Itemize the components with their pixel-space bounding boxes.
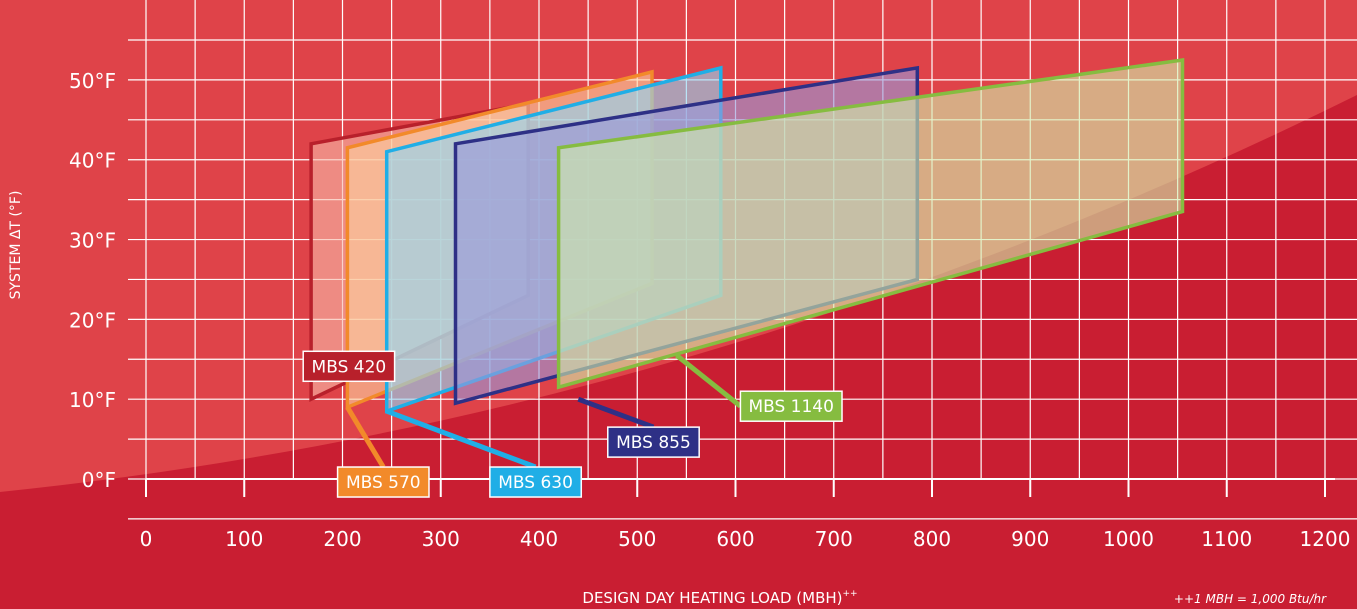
x-tick-label: 900 xyxy=(1011,527,1049,551)
x-tick-label: 700 xyxy=(815,527,853,551)
series-label-mbs-1140: MBS 1140 xyxy=(674,353,843,422)
series-label-mbs-855: MBS 855 xyxy=(577,396,700,458)
x-tick-label: 0 xyxy=(140,527,153,551)
x-tick-label: 400 xyxy=(520,527,558,551)
x-axis-label-text: DESIGN DAY HEATING LOAD (MBH) xyxy=(582,589,842,607)
x-tick-label: 800 xyxy=(913,527,951,551)
x-tick-label: 1100 xyxy=(1201,527,1252,551)
label-box xyxy=(302,350,396,383)
y-tick-label: 40°F xyxy=(69,149,116,173)
label-text: MBS 855 xyxy=(616,433,691,453)
label-leader-line xyxy=(674,353,742,409)
x-axis-label: DESIGN DAY HEATING LOAD (MBH)++ xyxy=(582,589,857,607)
label-box xyxy=(607,426,700,458)
label-text: MBS 1140 xyxy=(748,397,834,417)
label-text: MBS 630 xyxy=(498,473,573,493)
label-text: MBS 420 xyxy=(312,357,387,377)
y-tick-label: 10°F xyxy=(69,388,116,412)
x-tick-label: 1000 xyxy=(1103,527,1154,551)
x-tick-label: 1200 xyxy=(1300,527,1351,551)
y-tick-label: 20°F xyxy=(69,308,116,332)
series-labels: MBS 420 MBS 570 MBS 630 MBS 855 MBS 1140 xyxy=(302,350,843,498)
label-box xyxy=(336,466,430,498)
footnote: ++1 MBH = 1,000 Btu/hr xyxy=(1174,592,1327,606)
y-tick-label: 0°F xyxy=(82,468,116,492)
series-label-mbs-630: MBS 630 xyxy=(385,408,583,498)
label-leader-line xyxy=(385,408,537,470)
series-polygon-mbs-1140 xyxy=(556,57,1185,390)
label-box xyxy=(739,390,843,422)
axes: 0 100 200 300 400 500 600 700 800 900 1000 1100 1200… xyxy=(69,69,1350,551)
x-tick-label: 600 xyxy=(716,527,754,551)
label-leader-line xyxy=(577,396,655,430)
series-label-mbs-570: MBS 570 xyxy=(336,405,430,498)
y-tick-label: 30°F xyxy=(69,229,116,253)
label-leader-line xyxy=(345,405,386,469)
x-tick-label: 500 xyxy=(618,527,656,551)
series-polygons xyxy=(309,57,1185,414)
y-tick-label: 50°F xyxy=(69,69,116,93)
x-tick-label: 100 xyxy=(225,527,263,551)
label-text: MBS 570 xyxy=(346,473,421,493)
x-tick-label: 300 xyxy=(422,527,460,551)
label-box xyxy=(489,466,583,498)
x-tick-label: 200 xyxy=(323,527,361,551)
x-axis-label-superscript: ++ xyxy=(843,589,858,599)
series-label-mbs-420: MBS 420 xyxy=(302,350,396,383)
y-axis-label: SYSTEM ΔT (°F) xyxy=(8,191,24,300)
